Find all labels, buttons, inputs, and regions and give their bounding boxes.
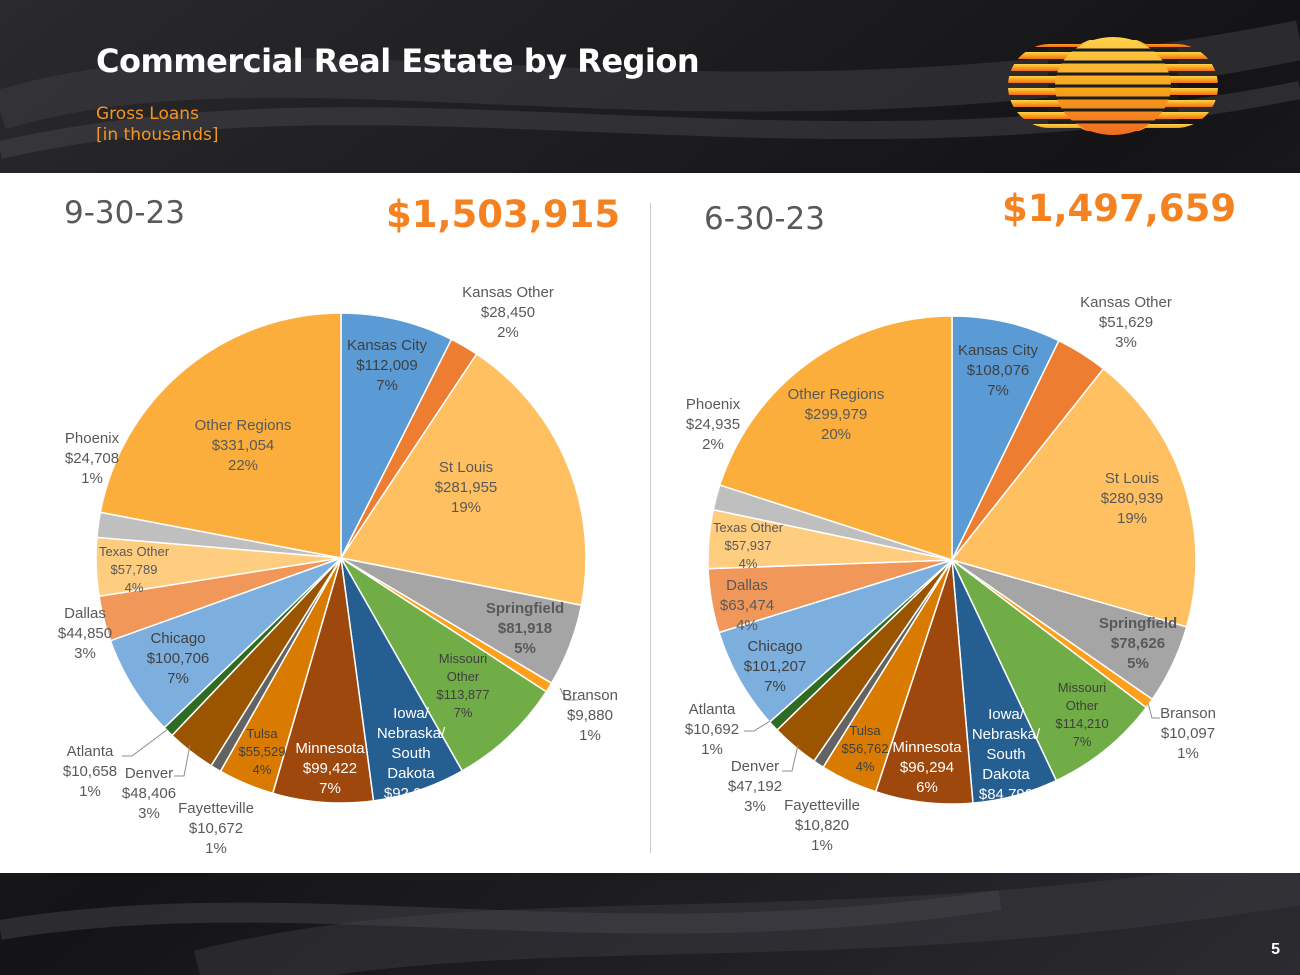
- pie-1-leader-branson: [559, 687, 578, 701]
- chart-1-date: 9-30-23: [64, 195, 185, 231]
- pie-2-label-texas-other: Texas Other $57,937 4%: [713, 520, 784, 571]
- pie-2-label-phoenix: Phoenix $24,935 2%: [686, 396, 741, 453]
- pie-1-label-dallas: Dallas $44,850 3%: [58, 605, 112, 662]
- pie-1-label-springfield: Springfield $81,918 5%: [486, 600, 564, 657]
- pie-1-slice-kansas-city: [340, 312, 453, 559]
- pie-2-label-springfield: Springfield $78,626 5%: [1099, 615, 1177, 672]
- subtitle-line-2: [in thousands]: [96, 125, 219, 145]
- pie-1-label-texas-other: Texas Other $57,789 4%: [99, 544, 170, 595]
- pie-2-label-denver: Denver $47,192 3%: [728, 758, 782, 815]
- pie-1-label-other-regions: Other Regions $331,054 22%: [195, 417, 292, 474]
- pie-1-label-phoenix: Phoenix $24,708 1%: [65, 430, 120, 487]
- pie-2-leader-branson: [1147, 702, 1160, 719]
- pie-2-leader-denver: [782, 744, 799, 772]
- pie-1-label-kansas-other: Kansas Other $28,450 2%: [462, 284, 554, 341]
- pie-1-label-kansas-city: Kansas City $112,009 7%: [347, 337, 428, 394]
- pie-1-label-atlanta: Atlanta $10,658 1%: [63, 743, 117, 800]
- pie-2-label-chicago: Chicago $101,207 7%: [744, 638, 807, 695]
- chart-2-total: $1,497,659: [1002, 187, 1237, 230]
- pie-2-label-st-louis: St Louis $280,939 19%: [1101, 470, 1164, 527]
- pie-2-slice-st-louis: [950, 367, 1197, 628]
- pie-2-label-fayetteville: Fayetteville $10,820 1%: [784, 797, 860, 854]
- pie-1-slice-missouri-other: [340, 557, 548, 772]
- pie-1-slice-st-louis: [339, 352, 587, 607]
- pie-1-leader-denver: [174, 744, 191, 777]
- slide-title: Commercial Real Estate by Region: [96, 42, 700, 80]
- pie-1-label-branson: Branson $9,880 1%: [562, 687, 618, 744]
- pie-2-label-iowa-nebraska-south-dakota: Iowa/Nebraska/South Dakota $84,790 6%: [972, 706, 1041, 823]
- pie-1-label-denver: Denver $48,406 3%: [122, 765, 176, 822]
- pie-chart-1: Kansas City $112,009 7% Kansas Other $28,450…: [58, 284, 618, 857]
- pie-2-slice-kansas-city: [951, 315, 1060, 561]
- pie-1-label-iowa-nebraska-south-dakota: Iowa/Nebraska/South Dakota $92,032 6%: [377, 705, 446, 822]
- pie-2-label-missouri-other: Missouri Other $114,210 7%: [1055, 680, 1108, 749]
- pie-2-label-dallas: Dallas $63,474 4%: [720, 577, 774, 634]
- pie-chart-2: Kansas City $108,076 7% Kansas Other $51,629…: [685, 294, 1216, 854]
- pie-2-label-kansas-city: Kansas City $108,076 7%: [958, 342, 1039, 399]
- pie-2-label-branson: Branson $10,097 1%: [1160, 705, 1216, 762]
- pie-1-label-chicago: Chicago $100,706 7%: [147, 630, 210, 687]
- chart-1-total: $1,503,915: [386, 193, 621, 236]
- pie-1-label-minnesota: Minnesota $99,422 7%: [295, 740, 365, 797]
- pie-2-leader-atlanta: [744, 720, 771, 732]
- pie-1-label-missouri-other: Missouri Other $113,877 7%: [436, 651, 489, 720]
- pie-charts: Kansas City $112,009 7% Kansas Other $28,450…: [58, 284, 1216, 857]
- pie-2-label-kansas-other: Kansas Other $51,629 3%: [1080, 294, 1172, 351]
- pie-2-slice-other-regions: [718, 315, 953, 562]
- pie-1-label-st-louis: St Louis $281,955 19%: [435, 459, 498, 516]
- panel-divider: [650, 203, 651, 853]
- pie-2-slice-missouri-other: [951, 559, 1148, 782]
- subtitle-line-1: Gross Loans: [96, 104, 199, 124]
- pie-1-slice-other-regions: [99, 312, 342, 559]
- pie-2-label-tulsa: Tulsa $56,762 4%: [842, 723, 889, 774]
- pie-1-leader-atlanta: [122, 728, 169, 757]
- pie-2-label-minnesota: Minnesota $96,294 6%: [892, 739, 962, 796]
- pie-1-label-tulsa: Tulsa $55,529 4%: [239, 726, 286, 777]
- pie-2-label-other-regions: Other Regions $299,979 20%: [788, 386, 885, 443]
- sun-logo-icon: [1008, 37, 1218, 135]
- chart-2-date: 6-30-23: [704, 201, 825, 237]
- pie-2-label-atlanta: Atlanta $10,692 1%: [685, 701, 739, 758]
- page-number: 5: [1271, 941, 1280, 958]
- chart-panel: 9-30-23 $1,503,915 6-30-23 $1,497,659 Ka…: [0, 173, 1300, 873]
- pie-1-label-fayetteville: Fayetteville $10,672 1%: [178, 800, 254, 857]
- slide-subtitle: Gross Loans [in thousands]: [96, 104, 218, 146]
